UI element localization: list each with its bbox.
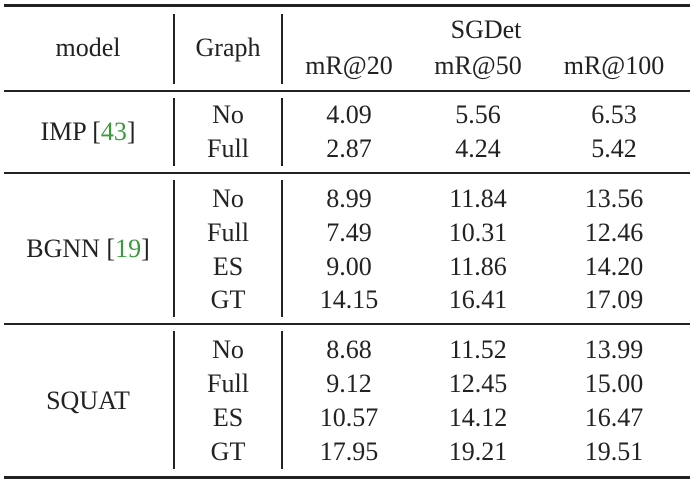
- value-cell: 15.00: [584, 369, 644, 398]
- value-cell: 11.84: [449, 184, 507, 213]
- header-metric-3: mR@100: [563, 51, 665, 80]
- value-cell: 14.20: [584, 252, 644, 281]
- group-rule-1: [4, 172, 690, 174]
- header-metric-2: mR@50: [434, 51, 522, 80]
- top-rule: [4, 4, 690, 7]
- value-cell: 17.95: [319, 437, 379, 466]
- graph-cell: Full: [207, 369, 249, 398]
- citation-link[interactable]: 43: [100, 117, 127, 146]
- header-graph: Graph: [195, 33, 261, 62]
- value-cell: 10.57: [319, 403, 379, 432]
- vline-2-g3: [281, 331, 283, 469]
- value-cell: 13.99: [584, 335, 644, 364]
- value-cell: 5.42: [591, 134, 637, 163]
- graph-cell: GT: [210, 437, 246, 466]
- value-cell: 16.47: [584, 403, 644, 432]
- vline-1-g1: [173, 98, 175, 166]
- vline-1-g3: [173, 331, 175, 469]
- value-cell: 17.09: [584, 285, 644, 314]
- value-cell: 14.15: [319, 285, 379, 314]
- header-model: model: [55, 33, 121, 62]
- vline-1-g2: [173, 180, 175, 317]
- value-cell: 4.24: [455, 134, 501, 163]
- graph-cell: ES: [212, 403, 244, 432]
- graph-cell: ES: [212, 252, 244, 281]
- vline-2-header: [281, 14, 283, 84]
- graph-cell: GT: [210, 285, 246, 314]
- value-cell: 9.12: [326, 369, 372, 398]
- value-cell: 6.53: [591, 100, 637, 129]
- value-cell: 12.45: [448, 369, 508, 398]
- value-cell: 11.86: [449, 252, 507, 281]
- header-metric-1: mR@20: [305, 51, 393, 80]
- value-cell: 8.68: [326, 335, 372, 364]
- value-cell: 16.41: [448, 285, 508, 314]
- graph-cell: Full: [207, 134, 249, 163]
- model-label: IMP: [40, 117, 86, 146]
- model-name-squat: SQUAT: [46, 386, 130, 416]
- value-cell: 10.31: [448, 218, 508, 247]
- value-cell: 9.00: [326, 252, 372, 281]
- graph-cell: Full: [207, 218, 249, 247]
- graph-cell: No: [212, 335, 244, 364]
- model-label: BGNN: [26, 234, 100, 263]
- group-rule-2: [4, 323, 690, 325]
- value-cell: 11.52: [449, 335, 507, 364]
- value-cell: 2.87: [326, 134, 372, 163]
- header-group: SGDet: [450, 15, 522, 44]
- value-cell: 13.56: [584, 184, 644, 213]
- vline-1-header: [173, 14, 175, 84]
- citation-link[interactable]: 19: [115, 234, 142, 263]
- value-cell: 7.49: [326, 218, 372, 247]
- model-name-imp: IMP [43]: [40, 117, 136, 146]
- value-cell: 14.12: [448, 403, 508, 432]
- graph-cell: No: [212, 184, 244, 213]
- model-name-bgnn: BGNN [19]: [26, 234, 150, 263]
- value-cell: 12.46: [584, 218, 644, 247]
- bottom-rule: [4, 476, 690, 479]
- value-cell: 5.56: [455, 100, 501, 129]
- model-label: SQUAT: [46, 386, 130, 415]
- header-rule: [4, 90, 690, 92]
- value-cell: 4.09: [326, 100, 372, 129]
- value-cell: 8.99: [326, 184, 372, 213]
- value-cell: 19.21: [448, 437, 508, 466]
- value-cell: 19.51: [584, 437, 644, 466]
- vline-2-g2: [281, 180, 283, 317]
- vline-2-g1: [281, 98, 283, 166]
- graph-cell: No: [212, 100, 244, 129]
